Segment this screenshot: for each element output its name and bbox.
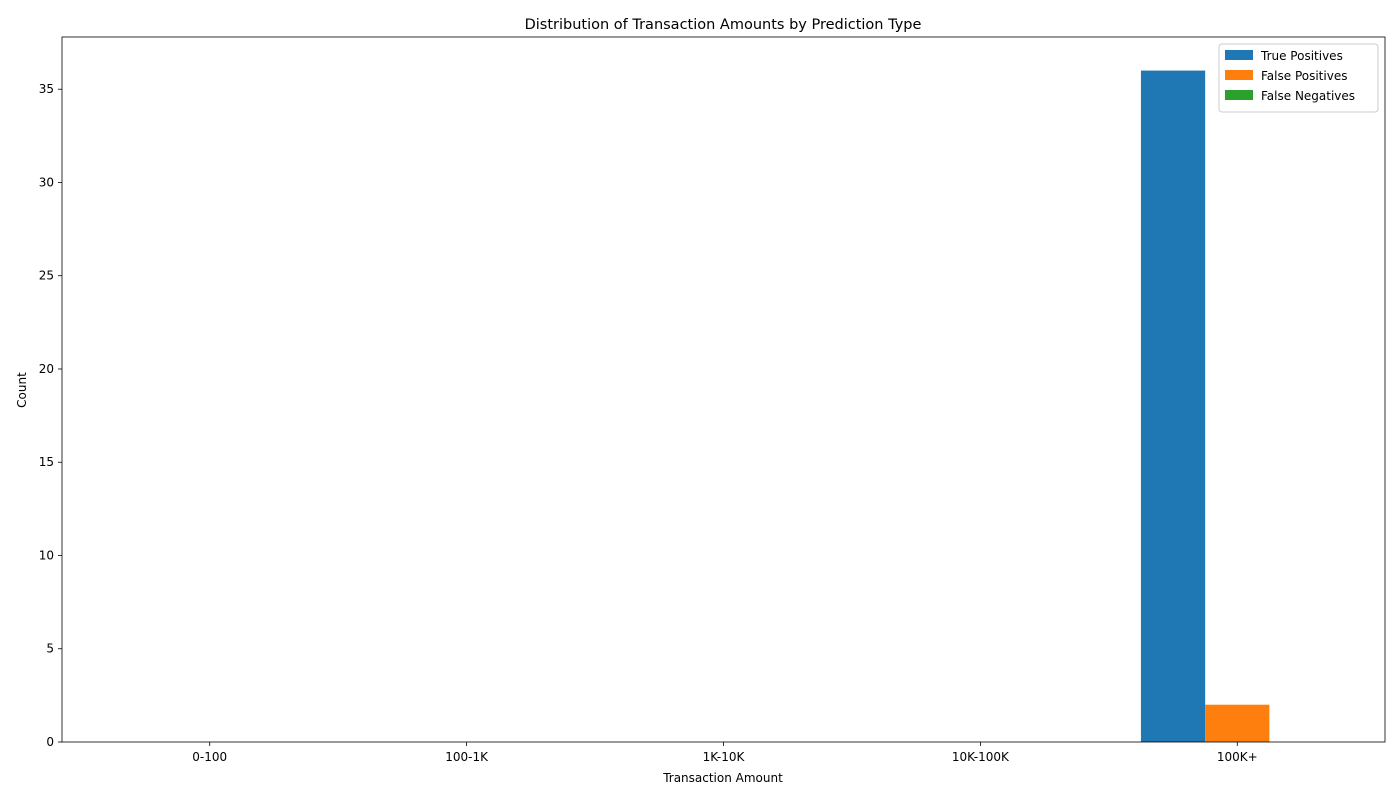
y-axis-label: Count — [15, 372, 29, 408]
legend: True Positives False Positives False Negat… — [1218, 43, 1379, 113]
legend-swatch — [1225, 50, 1253, 60]
x-tick-label: 100-1K — [445, 750, 489, 764]
x-tick-label: 1K-10K — [703, 750, 746, 764]
legend-swatch — [1225, 90, 1253, 100]
plot-frame — [61, 36, 1386, 743]
y-tick-label: 10 — [39, 548, 54, 562]
y-tick-label: 5 — [46, 642, 54, 656]
x-axis-label: Transaction Amount — [662, 771, 783, 785]
bar-true-positives-4 — [1140, 70, 1206, 742]
legend-swatch — [1225, 70, 1253, 80]
x-tick-label: 100K+ — [1217, 750, 1258, 764]
legend-label: False Negatives — [1261, 89, 1355, 103]
y-tick-label: 25 — [39, 269, 54, 283]
x-tick-label: 10K-100K — [952, 750, 1010, 764]
y-tick-label: 20 — [39, 362, 54, 376]
legend-box — [1218, 43, 1379, 113]
y-tick-label: 15 — [39, 455, 54, 469]
y-tick-label: 30 — [39, 175, 54, 189]
chart-title: Distribution of Transaction Amounts by P… — [525, 17, 922, 33]
legend-label: True Positives — [1260, 49, 1343, 63]
bar-false-positives-4 — [1205, 704, 1270, 742]
y-tick-label: 35 — [39, 82, 54, 96]
legend-label: False Positives — [1261, 69, 1347, 83]
x-tick-label: 0-100 — [192, 750, 227, 764]
plot-area: 0 5 10 15 20 25 30 35 0-100 100-1K 1K-10K 10K-100K 1… — [39, 36, 1386, 764]
y-tick-label: 0 — [46, 735, 54, 749]
